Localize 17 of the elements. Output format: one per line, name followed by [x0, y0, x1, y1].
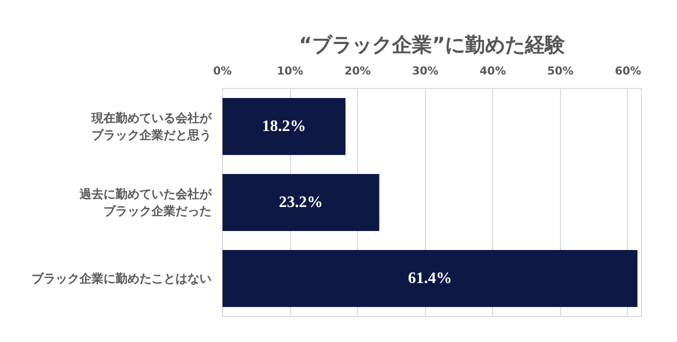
chart-title: “ブラック企業”に勤めた経験: [298, 32, 566, 56]
x-tick-label: 40%: [480, 64, 506, 78]
x-tick-label: 50%: [547, 64, 574, 78]
bar: [222, 250, 638, 307]
x-tick-label: 60%: [614, 64, 642, 78]
data-label: 18.2%: [262, 118, 306, 135]
x-tick-label: 20%: [344, 64, 371, 78]
x-tick-label: 10%: [276, 64, 304, 78]
y-tick-label: ブラック企業に勤めたことはない: [32, 272, 212, 286]
x-tick-label: 0%: [213, 64, 232, 78]
data-label: 61.4%: [408, 270, 452, 287]
y-tick-label: 過去に勤めていた会社がブラック企業だった: [78, 187, 212, 218]
y-tick-label: 現在勤めている会社がブラック企業だと思う: [90, 111, 212, 142]
data-label: 23.2%: [278, 194, 323, 211]
bar: [222, 98, 346, 155]
bar: [222, 174, 380, 231]
x-tick-label: 30%: [412, 64, 438, 78]
